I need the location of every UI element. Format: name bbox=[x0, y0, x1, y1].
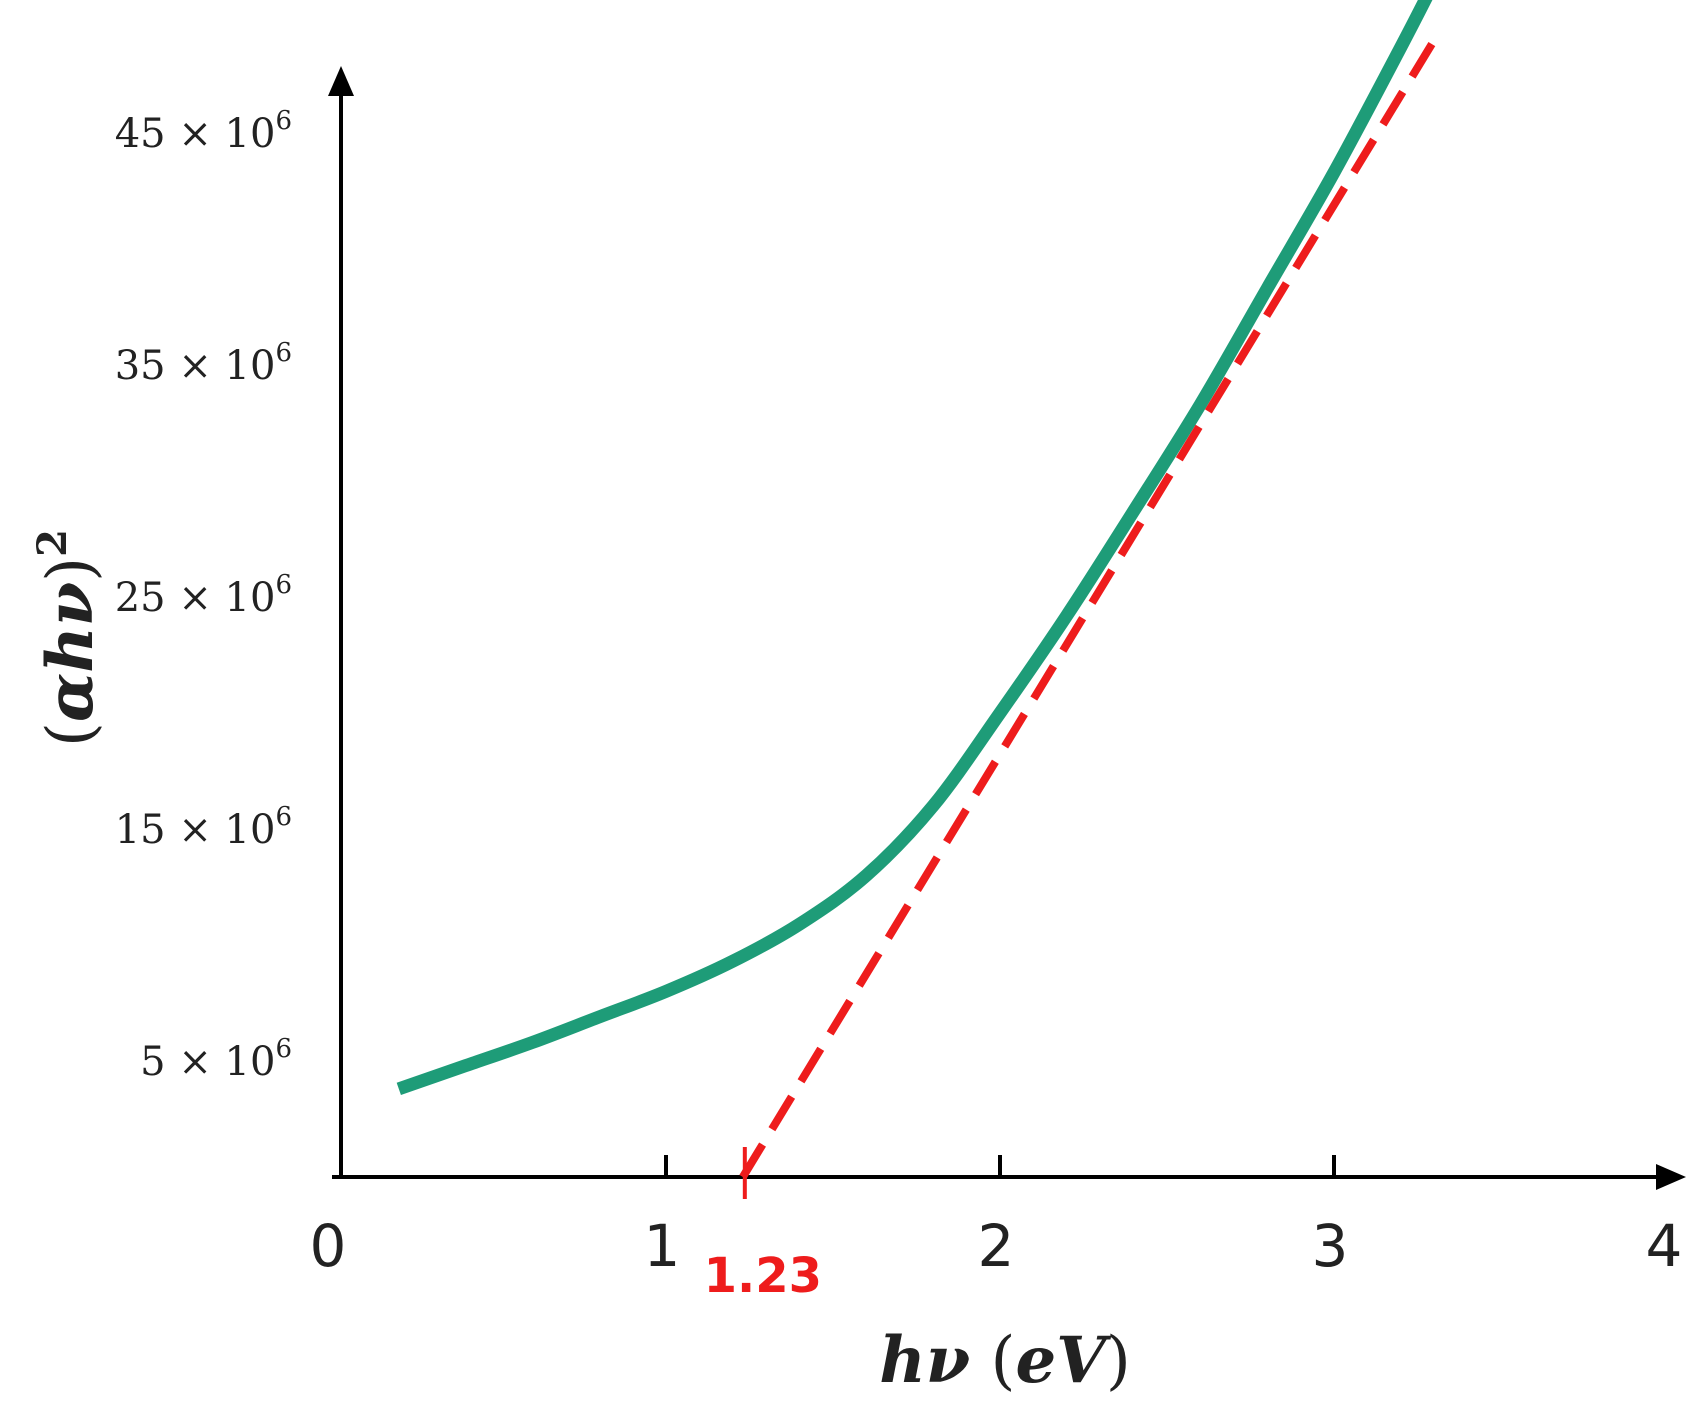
y-axis-label-close: ) bbox=[34, 557, 108, 582]
y-axis-label-main: αhν bbox=[33, 582, 108, 722]
y-tick-label: 45 × 106 bbox=[115, 106, 292, 157]
x-tick-label: 1 bbox=[644, 1212, 681, 1280]
x-tick-label: 0 bbox=[310, 1212, 347, 1280]
annotation-label: 1.23 bbox=[704, 1248, 822, 1304]
x-axis-arrow-icon bbox=[1656, 1164, 1686, 1190]
y-tick-label: 25 × 106 bbox=[115, 570, 292, 621]
x-tick-label: 3 bbox=[1312, 1212, 1349, 1280]
x-axis-label-main: hν bbox=[879, 1323, 970, 1398]
tangent-line bbox=[739, 38, 1438, 1180]
y-axis-label-open: ( bbox=[34, 722, 108, 747]
x-axis-label-close: ) bbox=[1106, 1324, 1131, 1398]
y-axis-arrow-icon bbox=[328, 66, 354, 96]
x-axis-label-open: ( bbox=[970, 1324, 1015, 1398]
y-axis-label: (αhν)2 bbox=[29, 529, 108, 747]
y-tick-label: 15 × 106 bbox=[115, 802, 292, 853]
x-axis-label: hν (eV) bbox=[879, 1323, 1131, 1398]
x-tick-label: 4 bbox=[1646, 1212, 1683, 1280]
series-curve bbox=[396, 0, 1433, 1095]
y-tick-label: 5 × 106 bbox=[140, 1034, 292, 1085]
y-tick-label: 35 × 106 bbox=[115, 338, 292, 389]
y-axis-label-sup: 2 bbox=[29, 529, 76, 557]
x-tick-label: 2 bbox=[978, 1212, 1015, 1280]
x-axis-label-unit: eV bbox=[1015, 1323, 1112, 1398]
